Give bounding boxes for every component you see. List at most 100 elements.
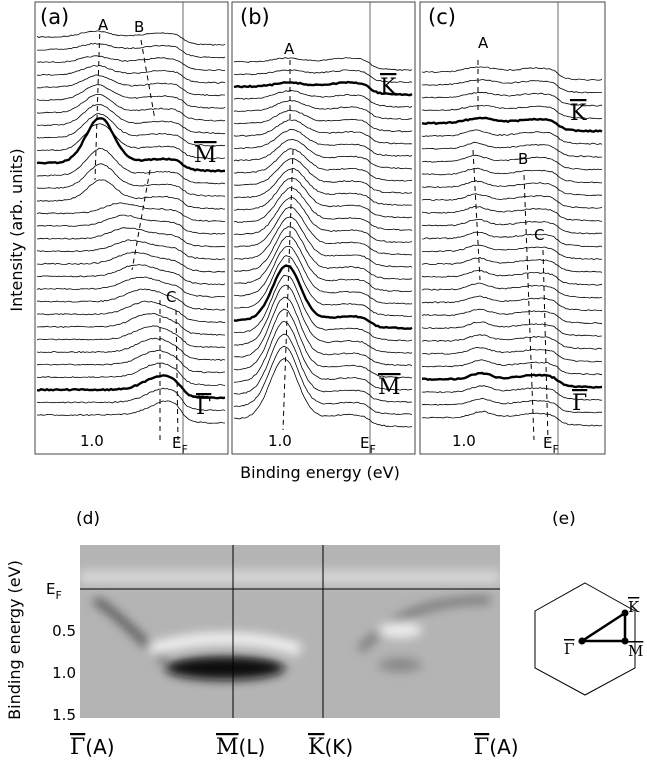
- point-label: Γ: [572, 391, 587, 416]
- spectrum: [37, 264, 226, 286]
- spectrum: [37, 349, 226, 374]
- spectrum: [234, 177, 413, 219]
- spectrum: [421, 91, 603, 107]
- panel-frame: [419, 1, 606, 455]
- spectrum: [36, 74, 225, 97]
- spectrum: [421, 79, 602, 94]
- spectrum: [233, 138, 413, 170]
- spectrum: [36, 276, 226, 298]
- spectrum: [36, 113, 226, 147]
- x-axis-label: Binding energy (eV): [240, 463, 400, 482]
- spectrum: [421, 321, 603, 337]
- panel-label: (e): [552, 509, 576, 529]
- point-label: Γ: [564, 640, 574, 658]
- spectrum: [421, 219, 603, 235]
- x-tick-label: K(K): [308, 735, 353, 760]
- panel-label: (b): [240, 5, 270, 29]
- spectrum: [233, 167, 412, 206]
- spectrum: [421, 193, 603, 209]
- spectrum: [234, 128, 413, 157]
- x-tick-label: 1.0: [268, 432, 292, 450]
- spectrum: [36, 337, 226, 361]
- spectrum: [36, 147, 226, 185]
- spectrum: [421, 397, 603, 414]
- spectrum: [421, 257, 603, 273]
- spectrum: [421, 205, 603, 222]
- spectrum: [233, 255, 413, 317]
- spectrum: [233, 148, 413, 182]
- peak-label: B: [518, 150, 528, 168]
- panel-label: (a): [40, 5, 69, 29]
- peak-label: A: [284, 40, 295, 58]
- spectrum: [36, 163, 226, 197]
- spectrum: [36, 300, 226, 324]
- x-tick-label: 1.0: [452, 432, 476, 450]
- spectrum: [233, 284, 413, 354]
- y-axis-label: Binding energy (eV): [5, 560, 24, 720]
- spectrum: [36, 227, 226, 248]
- dispersion-guide: [131, 169, 151, 271]
- spectrum: [421, 180, 602, 196]
- spectrum: [233, 308, 413, 379]
- dispersion-guide: [140, 39, 156, 121]
- peak-label: C: [166, 288, 176, 306]
- x-tick-label: Γ(A): [474, 735, 519, 760]
- brillouin-zone: K Γ M: [534, 582, 643, 696]
- spectrum: [421, 334, 603, 350]
- x-tick-label: Γ(A): [70, 735, 115, 760]
- spectrum: [36, 214, 226, 235]
- spectrum: [421, 359, 603, 376]
- y-tick-label: 1.0: [52, 664, 76, 682]
- spectrum: [233, 320, 413, 391]
- spectrum: [233, 274, 413, 342]
- y-tick-label: EF: [46, 580, 62, 602]
- spectrum: [233, 158, 413, 194]
- x-tick-label: 1.0: [80, 432, 104, 450]
- spectrum: [233, 333, 413, 403]
- spectrum: [233, 226, 413, 280]
- spectrum: [233, 187, 413, 231]
- spectrum: [421, 269, 603, 286]
- x-tick-label: EF: [360, 434, 376, 456]
- spectrum: [233, 296, 413, 367]
- spectrum: [233, 216, 413, 268]
- spectra: [34, 1, 606, 455]
- spectrum: [421, 116, 603, 133]
- spectrum: [421, 66, 603, 81]
- labels: (a) (b) (c) A B C M Γ A K M A B C K Γ 1.…: [5, 5, 587, 760]
- spectrum: [37, 123, 226, 160]
- spectrum: [36, 313, 226, 336]
- spectrum: [421, 231, 603, 248]
- panel-label: (c): [428, 5, 456, 29]
- spectrum: [421, 141, 602, 158]
- spectrum: [421, 385, 603, 401]
- spectrum: [421, 154, 603, 171]
- peak-label: C: [534, 226, 544, 244]
- spectrum: [36, 288, 226, 311]
- spectrum: [233, 99, 413, 121]
- spectrum: [421, 105, 603, 120]
- y-axis-label: Intensity (arb. units): [7, 148, 26, 311]
- spectrum: [233, 89, 413, 108]
- spectrum: [233, 196, 413, 243]
- spectrum: [233, 264, 413, 331]
- spectrum: [36, 64, 226, 84]
- dispersion-guide: [175, 309, 179, 441]
- x-tick-label: EF: [543, 434, 559, 456]
- point-label: M: [628, 642, 643, 660]
- spectrum: [233, 80, 413, 97]
- y-tick-label: 1.5: [52, 706, 76, 724]
- peak-label: B: [134, 18, 144, 36]
- spectrum: [36, 362, 226, 386]
- point-label: K: [628, 598, 640, 616]
- spectrum: [36, 55, 226, 72]
- dispersion-guide: [94, 24, 101, 181]
- spectrum: [233, 235, 413, 293]
- spectrum: [421, 308, 603, 325]
- spectrum: [233, 345, 413, 415]
- spectrum: [36, 374, 226, 400]
- x-tick-label: M(L): [216, 735, 265, 760]
- spectrum: [233, 109, 413, 133]
- spectrum: [421, 282, 603, 299]
